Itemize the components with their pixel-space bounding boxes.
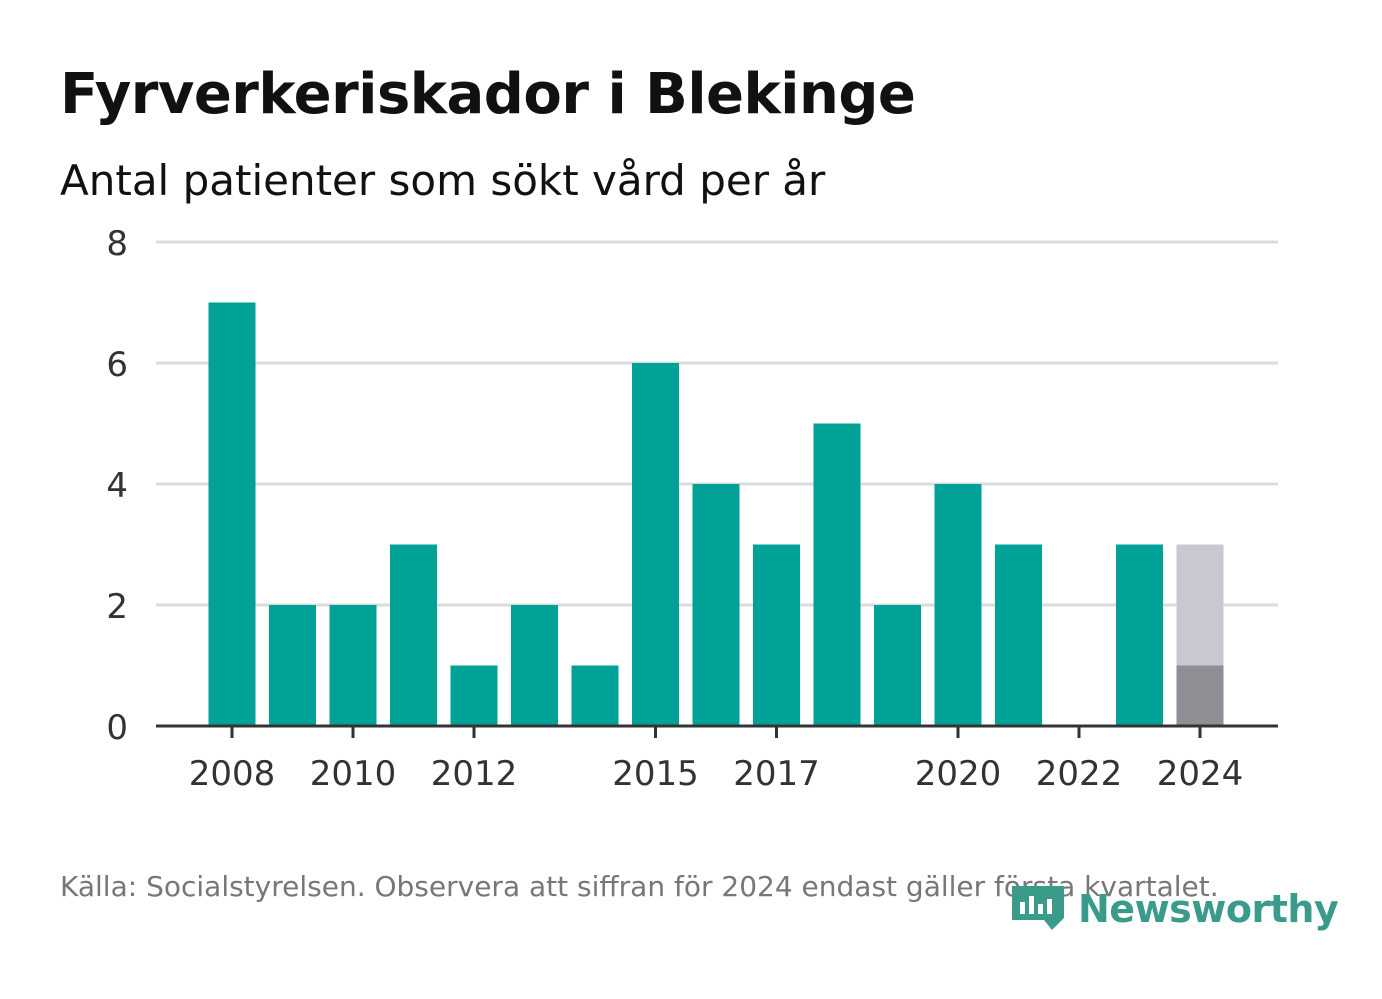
- brand-name: Newsworthy: [1078, 887, 1339, 931]
- bar-2015: [632, 363, 679, 726]
- bar-2021: [995, 544, 1042, 726]
- bar-2013: [511, 605, 558, 726]
- y-tick-label: 2: [106, 587, 128, 627]
- bar-2011: [390, 544, 437, 726]
- bar-2023: [1116, 544, 1163, 726]
- chart-subtitle: Antal patienter som sökt vård per år: [60, 156, 826, 205]
- y-tick-label: 8: [106, 224, 128, 264]
- x-tick-label: 2020: [915, 754, 1002, 794]
- x-tick-label: 2022: [1036, 754, 1123, 794]
- y-tick-label: 0: [106, 708, 128, 748]
- bar-2014: [571, 665, 619, 726]
- brand-logo: Newsworthy: [1008, 876, 1339, 942]
- y-tick-label: 4: [106, 466, 128, 506]
- bar-2012: [450, 665, 498, 726]
- bar-chart: 0 2 4 6 8 2008 2010 2012 2015 2017 2020 2022 2024: [106, 224, 1278, 794]
- bar-2010: [329, 605, 377, 726]
- bar-2020: [934, 484, 982, 726]
- bar-2017: [753, 544, 800, 726]
- x-tick-label: 2012: [431, 754, 518, 794]
- x-tick-label: 2015: [612, 754, 699, 794]
- newsworthy-logo-icon: [1008, 876, 1070, 942]
- bar-2008: [208, 302, 256, 726]
- chart-title: Fyrverkeriskador i Blekinge: [60, 62, 916, 127]
- x-tick-label: 2017: [733, 754, 820, 794]
- bar-2018: [813, 423, 861, 726]
- bar-2016: [692, 484, 740, 726]
- x-tick-label: 2010: [310, 754, 397, 794]
- bar-2009: [269, 605, 316, 726]
- bar-2019: [874, 605, 921, 726]
- y-tick-label: 6: [106, 345, 128, 385]
- x-tick-label: 2008: [189, 754, 276, 794]
- bar-2024-partial: [1176, 665, 1224, 726]
- x-tick-label: 2024: [1157, 754, 1244, 794]
